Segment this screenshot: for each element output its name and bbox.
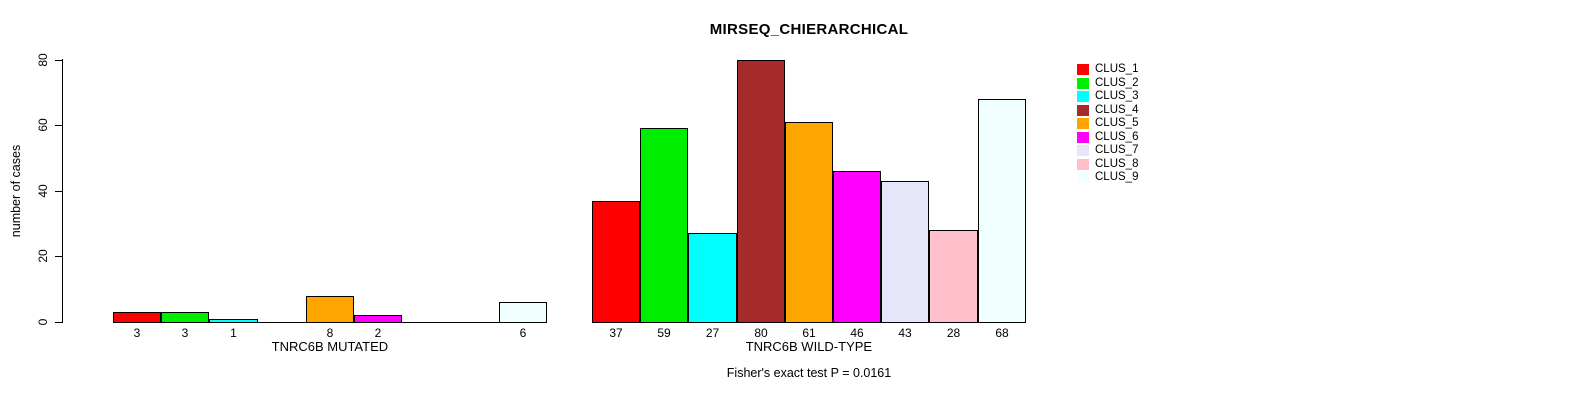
bar-value-label: 28: [946, 326, 961, 340]
legend-item-clus_6: CLUS_6: [1077, 131, 1138, 145]
legend-label: CLUS_4: [1095, 103, 1139, 116]
legend-swatch: [1077, 131, 1089, 143]
bar-value-label: 1: [230, 326, 237, 340]
legend-label: CLUS_9: [1095, 171, 1139, 183]
y-axis-label: number of cases: [9, 144, 23, 238]
y-tick-mark: [55, 322, 62, 323]
bar-value-label: 43: [898, 326, 912, 340]
legend-label: CLUS_3: [1095, 90, 1139, 102]
bar-value-label: 80: [754, 326, 768, 340]
legend-item-clus_4: CLUS_4: [1077, 104, 1138, 118]
y-tick-label: 60: [36, 118, 50, 132]
bar-value-label: 27: [705, 326, 720, 340]
legend-swatch: [1077, 118, 1089, 130]
y-tick-label: 80: [36, 52, 50, 67]
bar-value-label: 37: [609, 326, 623, 340]
bar-value-label: 68: [995, 326, 1009, 340]
bar-value-label: 59: [657, 326, 671, 340]
bar-clus_2: [161, 312, 209, 322]
bar-value-label: 61: [802, 326, 816, 340]
y-axis-line: [62, 59, 63, 323]
y-tick-mark: [55, 59, 62, 61]
legend-label: CLUS_7: [1095, 144, 1139, 156]
legend-item-clus_3: CLUS_3: [1077, 90, 1138, 104]
legend-swatch: [1077, 145, 1089, 157]
bar-clus_5: [306, 296, 354, 322]
y-tick-mark: [55, 256, 62, 258]
group-baseline: [592, 322, 1026, 323]
y-tick-mark: [55, 125, 62, 127]
legend-item-clus_7: CLUS_7: [1077, 144, 1138, 158]
legend-item-clus_5: CLUS_5: [1077, 117, 1138, 131]
legend: CLUS_1 CLUS_2 CLUS_3 CLUS_4 CLUS_5 CLUS_6 CLUS…: [1077, 63, 1138, 185]
legend-swatch: [1077, 77, 1089, 89]
bar-clus_6: [833, 171, 881, 322]
legend-swatch: [1077, 104, 1089, 116]
legend-item-clus_9: CLUS_9: [1077, 171, 1138, 185]
legend-swatch: [1077, 64, 1089, 76]
bar-clus_9: [978, 99, 1026, 322]
bar-clus_4: [737, 60, 785, 322]
legend-label: CLUS_8: [1095, 157, 1139, 170]
bar-value-label: 3: [181, 326, 189, 340]
bar-value-label: 8: [326, 326, 334, 340]
bar-clus_7: [881, 181, 929, 322]
bar-clus_3: [209, 319, 258, 322]
bar-clus_3: [688, 233, 737, 322]
bar-value-label: 46: [850, 326, 864, 340]
legend-item-clus_8: CLUS_8: [1077, 158, 1138, 172]
legend-swatch: [1077, 172, 1089, 184]
bar-clus_8: [929, 230, 978, 322]
legend-item-clus_2: CLUS_2: [1077, 77, 1138, 91]
legend-label: CLUS_1: [1095, 63, 1139, 75]
bar-clus_6: [354, 315, 402, 322]
bar-clus_1: [592, 201, 640, 322]
bar-value-label: 2: [374, 326, 382, 340]
bar-clus_1: [113, 312, 161, 322]
legend-item-clus_1: CLUS_1: [1077, 63, 1138, 77]
group-baseline: [113, 322, 547, 323]
fisher-test-footnote: Fisher's exact test P = 0.0161: [726, 366, 892, 380]
legend-label: CLUS_2: [1095, 76, 1139, 89]
bar-value-label: 6: [519, 326, 527, 340]
chart-title: MIRSEQ_CHIERARCHICAL: [709, 21, 909, 38]
bar-clus_2: [640, 128, 688, 322]
y-tick-label: 20: [36, 249, 50, 264]
legend-swatch: [1077, 158, 1089, 170]
y-tick-label: 40: [36, 184, 50, 198]
bar-clus_9: [499, 302, 547, 322]
legend-label: CLUS_5: [1095, 117, 1139, 129]
bar-clus_5: [785, 122, 833, 322]
legend-label: CLUS_6: [1095, 130, 1139, 143]
bar-value-label: 3: [133, 326, 141, 340]
y-tick-label: 0: [36, 318, 50, 326]
group-label: TNRC6B WILD-TYPE: [745, 339, 873, 354]
group-label: TNRC6B MUTATED: [271, 339, 389, 354]
y-tick-mark: [55, 190, 62, 192]
legend-swatch: [1077, 91, 1089, 103]
